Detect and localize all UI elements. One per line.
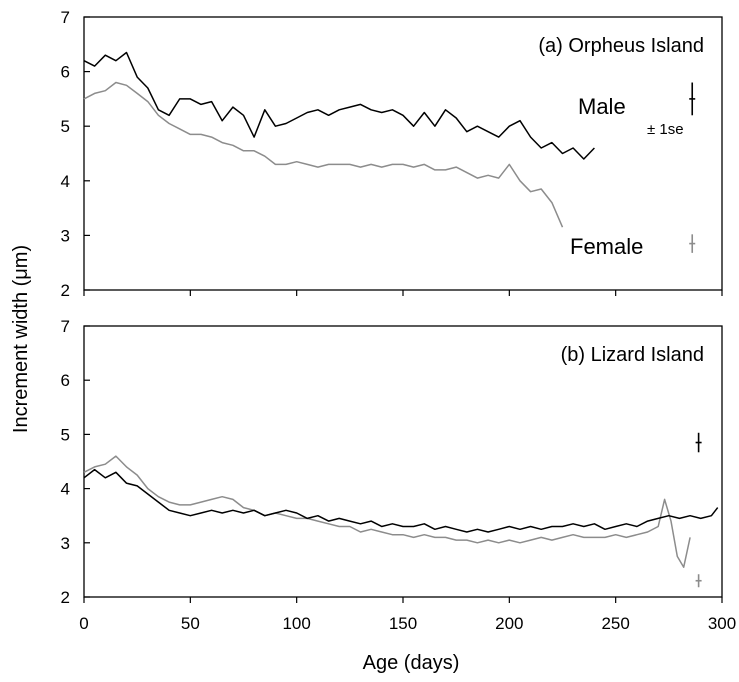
x-tick-label: 100 [282,614,310,633]
panel-label: (a) Orpheus Island [538,35,704,57]
se-label: ± 1se [647,121,684,138]
error-bar-female [689,234,696,253]
y-tick-label: 5 [61,425,70,444]
series-line-male [83,468,719,533]
y-tick-label: 7 [61,8,70,27]
error-bar-female [695,574,702,588]
series-line-female [83,81,564,228]
legend-male-label: Male [578,94,626,119]
panel-label: (b) Lizard Island [561,344,704,366]
y-tick-label: 3 [61,226,70,245]
y-tick-label: 7 [61,317,70,336]
y-tick-label: 4 [61,172,70,191]
y-tick-label: 4 [61,480,70,499]
panel-lizard-island: 2 3 4 5 6 7 0 50 100 150 200 250 300 (b) Lizard Islan… [61,317,737,633]
y-axis-title: Increment width (μm) [10,245,32,433]
y-tick-label: 2 [61,588,70,607]
y-tick-label: 3 [61,534,70,553]
y-tick-label: 6 [61,63,70,82]
x-tick-label: 50 [181,614,200,633]
x-tick-label: 250 [601,614,629,633]
x-tick-label: 150 [389,614,417,633]
y-tick-label: 2 [61,281,70,300]
error-bar-male [689,82,696,116]
x-axis-title: Age (days) [363,652,460,674]
error-bar-male [695,432,702,453]
panel-orpheus-island: 2 3 4 5 6 7 (a) Orpheus Island Male ± 1se Female [61,8,723,300]
legend-female-label: Female [570,234,643,259]
plot-frame [83,325,723,598]
x-tick-label: 0 [79,614,88,633]
x-tick-label: 200 [495,614,523,633]
x-tick-label: 300 [708,614,736,633]
series-line-female [83,455,691,568]
y-tick-label: 5 [61,117,70,136]
y-tick-label: 6 [61,371,70,390]
series-line-male [83,51,595,160]
